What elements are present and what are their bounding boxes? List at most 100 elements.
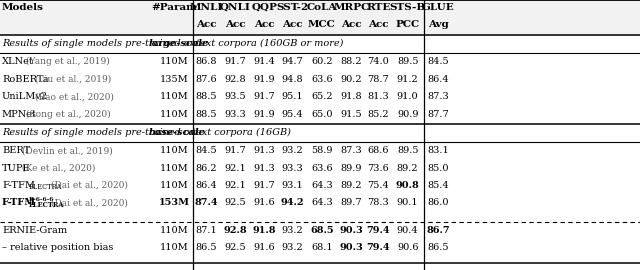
Text: BERT: BERT: [2, 146, 30, 155]
Text: 91.9: 91.9: [253, 110, 275, 119]
Text: 89.7: 89.7: [340, 198, 362, 207]
Text: 91.7: 91.7: [253, 181, 275, 190]
Text: 91.6: 91.6: [253, 243, 275, 252]
Text: 135M: 135M: [160, 75, 188, 84]
Text: 79.4: 79.4: [367, 226, 390, 235]
Text: 90.9: 90.9: [397, 110, 419, 119]
Text: 63.6: 63.6: [311, 164, 333, 173]
Text: 91.7: 91.7: [225, 146, 246, 155]
Text: 93.3: 93.3: [282, 164, 303, 173]
Text: Acc: Acc: [368, 20, 388, 29]
Text: (Liu et al., 2019): (Liu et al., 2019): [32, 75, 111, 84]
Text: 86.4: 86.4: [195, 181, 217, 190]
Text: (Bao et al., 2020): (Bao et al., 2020): [32, 92, 114, 101]
Text: MPNet: MPNet: [2, 110, 36, 119]
Text: 94.2: 94.2: [281, 198, 304, 207]
Text: large-scale: large-scale: [149, 39, 209, 48]
Text: 65.2: 65.2: [311, 92, 333, 101]
Text: 91.3: 91.3: [253, 146, 275, 155]
Text: UniLMv2: UniLMv2: [2, 92, 48, 101]
Text: text corpora (16GB): text corpora (16GB): [189, 128, 291, 137]
Text: 110M: 110M: [160, 164, 188, 173]
Text: CoLA: CoLA: [307, 3, 337, 12]
Text: 90.3: 90.3: [339, 243, 364, 252]
Text: 110M: 110M: [160, 146, 188, 155]
Text: 86.5: 86.5: [428, 243, 449, 252]
Text: 110M: 110M: [160, 226, 188, 235]
Text: 93.2: 93.2: [282, 146, 303, 155]
Text: Results of single models pre-trained on: Results of single models pre-trained on: [2, 128, 199, 137]
Text: 89.5: 89.5: [397, 146, 419, 155]
Text: 88.5: 88.5: [195, 92, 217, 101]
Text: (Dai et al., 2020): (Dai et al., 2020): [47, 181, 127, 190]
Text: 91.3: 91.3: [253, 164, 275, 173]
Text: SST-2: SST-2: [276, 3, 308, 12]
Text: QQP: QQP: [252, 3, 277, 12]
Text: PCC: PCC: [396, 20, 420, 29]
Text: 73.6: 73.6: [367, 164, 389, 173]
Text: 94.7: 94.7: [282, 57, 303, 66]
Text: 91.4: 91.4: [253, 57, 275, 66]
Text: 85.4: 85.4: [428, 181, 449, 190]
Text: Avg: Avg: [428, 20, 449, 29]
Text: 86.7: 86.7: [427, 226, 450, 235]
Text: 86.0: 86.0: [428, 198, 449, 207]
Text: 86.5: 86.5: [195, 243, 217, 252]
Text: 91.5: 91.5: [340, 110, 362, 119]
Text: 110M: 110M: [160, 57, 188, 66]
Text: 91.7: 91.7: [253, 92, 275, 101]
Text: 90.6: 90.6: [397, 243, 419, 252]
Text: Acc: Acc: [254, 20, 275, 29]
Text: 93.2: 93.2: [282, 226, 303, 235]
Text: 95.4: 95.4: [282, 110, 303, 119]
Text: MRPC: MRPC: [333, 3, 369, 12]
Text: 87.6: 87.6: [195, 75, 217, 84]
Text: 91.9: 91.9: [253, 75, 275, 84]
Text: 90.8: 90.8: [396, 181, 420, 190]
Text: 88.2: 88.2: [340, 57, 362, 66]
Text: Models: Models: [2, 3, 44, 12]
Text: MNLI: MNLI: [189, 3, 223, 12]
Text: 90.3: 90.3: [339, 226, 364, 235]
Text: base-scale: base-scale: [149, 128, 206, 137]
Text: 92.5: 92.5: [225, 243, 246, 252]
Text: (Dai et al., 2020): (Dai et al., 2020): [47, 198, 127, 207]
Text: 87.1: 87.1: [195, 226, 217, 235]
Text: 64.3: 64.3: [311, 198, 333, 207]
Text: 89.5: 89.5: [397, 57, 419, 66]
Text: 87.7: 87.7: [428, 110, 449, 119]
Text: 88.5: 88.5: [195, 110, 217, 119]
Text: – relative position bias: – relative position bias: [2, 243, 113, 252]
Text: 65.0: 65.0: [311, 110, 333, 119]
Text: ELECTRA: ELECTRA: [29, 183, 62, 191]
Text: B-6-6-6: B-6-6-6: [29, 197, 54, 202]
Text: 89.2: 89.2: [397, 164, 419, 173]
Text: ELECTRA: ELECTRA: [29, 201, 64, 208]
Text: 93.1: 93.1: [282, 181, 303, 190]
Text: 63.6: 63.6: [311, 75, 333, 84]
Text: 93.2: 93.2: [282, 243, 303, 252]
Text: 87.3: 87.3: [428, 92, 449, 101]
Text: GLUE: GLUE: [422, 3, 455, 12]
Text: 91.7: 91.7: [225, 57, 246, 66]
Text: RTE: RTE: [366, 3, 390, 12]
Text: TUPE: TUPE: [2, 164, 31, 173]
Text: (Song et al., 2020): (Song et al., 2020): [24, 110, 111, 119]
Text: 81.3: 81.3: [367, 92, 389, 101]
Text: 86.8: 86.8: [195, 57, 217, 66]
Bar: [0, 0, 640, 35]
Text: F-TFM: F-TFM: [2, 181, 35, 190]
Text: 85.2: 85.2: [367, 110, 389, 119]
Text: 84.5: 84.5: [195, 146, 217, 155]
Text: 91.6: 91.6: [253, 198, 275, 207]
Text: 83.1: 83.1: [428, 146, 449, 155]
Text: 93.5: 93.5: [225, 92, 246, 101]
Text: text corpora (160GB or more): text corpora (160GB or more): [193, 39, 344, 48]
Text: Acc: Acc: [225, 20, 246, 29]
Text: 90.4: 90.4: [397, 226, 419, 235]
Text: 92.1: 92.1: [225, 164, 246, 173]
Text: MCC: MCC: [308, 20, 336, 29]
Text: 153M: 153M: [159, 198, 189, 207]
Text: (Devlin et al., 2019): (Devlin et al., 2019): [19, 146, 113, 155]
Text: 89.9: 89.9: [340, 164, 362, 173]
